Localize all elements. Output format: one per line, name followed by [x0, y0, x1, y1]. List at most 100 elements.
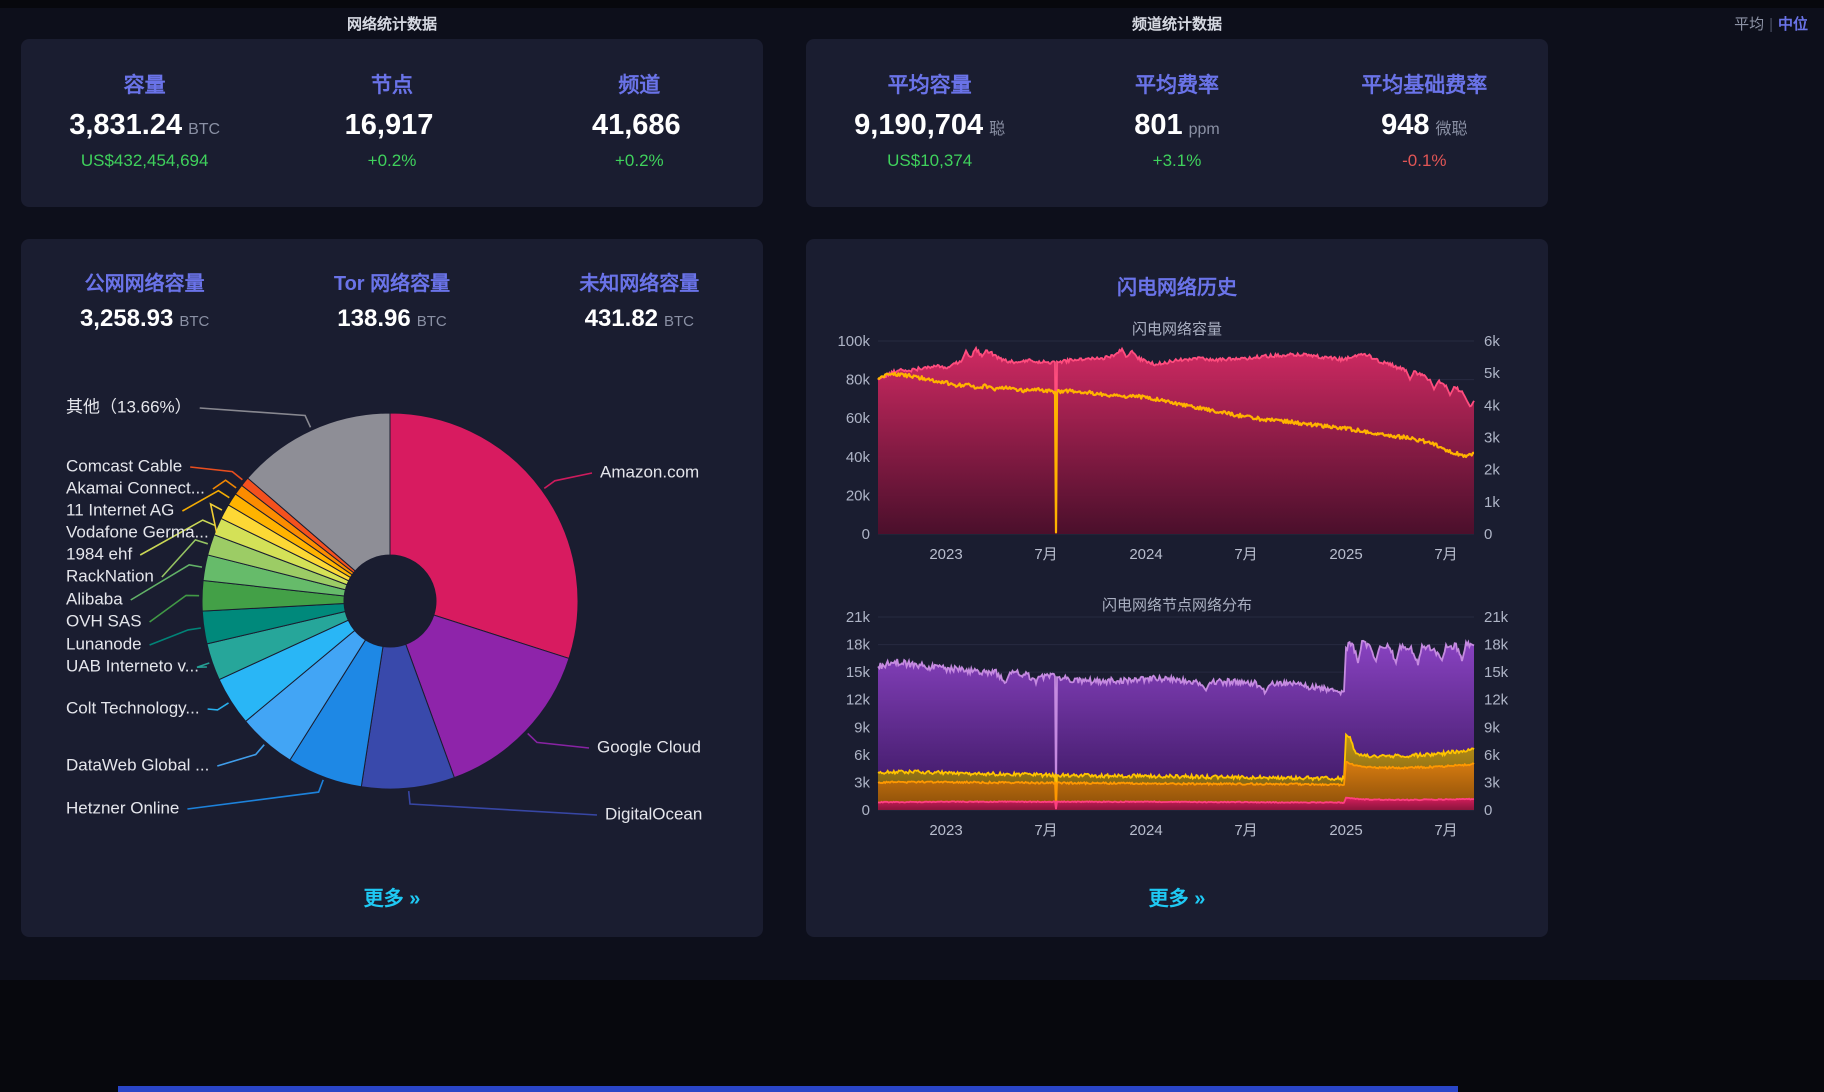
x-axis-label: 2023: [929, 546, 962, 563]
stat-channels-sub: +0.2%: [614, 151, 664, 170]
pie-label-connector-12: [209, 502, 223, 534]
y-axis-left-label: 18k: [846, 637, 871, 654]
stat-nodes: 节点 16,917 +0.2%: [268, 39, 515, 171]
pie-label-connector-3: [187, 779, 324, 810]
node-network-distribution-chart: 0 3k 6k 9k 12k 15k 18k 21k 0 3k 6k 9k 12k 15k 18k 21k 20…: [846, 611, 1509, 839]
y-axis-left-label: 21k: [846, 611, 871, 626]
more-link-history[interactable]: 更多 »: [1148, 888, 1206, 910]
stat-avg-capacity-sub: US$10,374: [887, 151, 973, 170]
stat-channels-value: 41,686: [591, 109, 681, 141]
series-area-edge-1: [877, 732, 1475, 808]
pie-label-12: Vodafone Germa...: [66, 522, 209, 541]
y-axis-right-label: 21k: [1484, 611, 1509, 626]
stat-channels: 频道 41,686 +0.2%: [516, 39, 763, 171]
node-isp-card: 公网网络容量 3,258.93 BTC Tor 网络容量 138.96 BTC 未知…: [21, 239, 763, 937]
stat-avg-feerate-value: 801 ppm: [1134, 109, 1220, 141]
pie-label-10: RackNation: [66, 566, 154, 585]
pie-label-13: 11 Internet AG: [66, 500, 174, 519]
x-axis-label: 7月: [1434, 822, 1457, 839]
capacity-history-chart: 0 20k 40k 60k 80k 100k 0 1k 2k 3k 4k 5k 6k 2023 7月 2024…: [837, 335, 1500, 563]
series-area-edge-3: [877, 796, 1475, 810]
x-axis-label: 7月: [1034, 546, 1057, 563]
y-axis-left-label: 0: [862, 802, 870, 819]
stat-nodes-sub: +0.2%: [367, 151, 417, 170]
pie-label-connector-6: [196, 662, 210, 668]
y-axis-right-label: 0: [1484, 802, 1492, 819]
stat-capacity-unit: BTC: [188, 121, 221, 138]
pie-label-7: Lunanode: [66, 634, 142, 653]
channel-stats-row: 平均容量 9,190,704 聪 US$10,374 平均费率 801 ppm +3…: [806, 39, 1548, 171]
x-axis-label: 2024: [1129, 546, 1162, 563]
y-axis-right-label: 2k: [1484, 462, 1500, 479]
y-axis-left-label: 6k: [854, 747, 870, 764]
pie-label-connector-2: [407, 791, 598, 816]
toggle-average[interactable]: 平均: [1734, 16, 1765, 33]
average-median-toggle: 平均 | 中位: [1734, 13, 1808, 34]
y-axis-left-label: 9k: [854, 719, 870, 736]
pie-label-14: Akamai Connect...: [66, 478, 205, 497]
y-axis-right-label: 5k: [1484, 365, 1500, 382]
stat-capacity-value: 3,831.24 BTC: [69, 109, 221, 141]
pie-label-connector-8: [149, 594, 200, 623]
y-axis-left-label: 40k: [846, 449, 871, 466]
pie-label-connector-13: [182, 489, 230, 512]
stat-avg-feerate-label: 平均费率: [1134, 74, 1219, 97]
stat-capacity-label: 容量: [123, 74, 166, 97]
pie-label-connector-15: [190, 466, 243, 481]
pie-slice-16[interactable]: [247, 412, 391, 572]
series-area-edge-0: [877, 345, 1475, 525]
pie-slice-1[interactable]: [405, 614, 570, 779]
network-stats-row: 容量 3,831.24 BTC US$432,454,694 节点 16,917 …: [21, 39, 763, 171]
pie-label-connector-1: [527, 732, 590, 749]
stat-capacity-sub: US$432,454,694: [80, 151, 209, 170]
stat-channels-label: 频道: [618, 74, 661, 97]
more-link-isp[interactable]: 更多 »: [363, 888, 421, 910]
pie-label-16: 其他（13.66%）: [66, 397, 192, 416]
y-axis-right-label: 0: [1484, 526, 1492, 543]
series-area-edge-0: [877, 638, 1475, 803]
pie-label-connector-10: [161, 538, 209, 578]
y-axis-right-label: 9k: [1484, 719, 1500, 736]
y-axis-right-label: 6k: [1484, 335, 1500, 350]
stat-avg-basefee-label: 平均基础费率: [1361, 74, 1488, 97]
lightning-history-title: 闪电网络历史: [1117, 277, 1237, 299]
pie-label-3: Hetzner Online: [66, 798, 179, 817]
y-axis-right-label: 1k: [1484, 494, 1500, 511]
y-axis-left-label: 20k: [846, 487, 871, 504]
stat-avg-basefee-sub: -0.1%: [1402, 151, 1447, 170]
stat-unknown-capacity: 未知网络容量 431.82 BTC: [516, 267, 763, 333]
y-axis-left-label: 12k: [846, 692, 871, 709]
series-area-edge-2: [877, 760, 1475, 809]
isp-donut-chart-svg: Amazon.com Google Cloud DigitalOcean Hetzne…: [66, 397, 702, 823]
pie-slice-0[interactable]: [389, 412, 579, 660]
pie-label-5: Colt Technology...: [66, 698, 200, 717]
series-line-1: [877, 371, 1474, 534]
toggle-median[interactable]: 中位: [1777, 16, 1808, 33]
stat-avg-capacity-value: 9,190,704 聪: [854, 109, 1006, 141]
stat-clearnet-capacity-label: 公网网络容量: [84, 273, 205, 295]
stat-avg-capacity-label: 平均容量: [887, 74, 972, 97]
series-area-0: [878, 640, 1474, 810]
x-axis-label: 7月: [1434, 546, 1457, 563]
y-axis-right-label: 4k: [1484, 397, 1500, 414]
y-axis-right-label: 3k: [1484, 430, 1500, 447]
pie-label-2: DigitalOcean: [605, 804, 702, 823]
pie-label-6: UAB Interneto v...: [66, 656, 199, 675]
y-axis-right-label: 3k: [1484, 774, 1500, 791]
network-stats-section-title: 网络统计数据: [346, 16, 437, 33]
channel-stats-section-title: 频道统计数据: [1131, 16, 1222, 33]
pie-label-connector-9: [130, 563, 203, 601]
stat-nodes-value: 16,917: [344, 109, 434, 141]
stat-tor-capacity-label: Tor 网络容量: [333, 273, 451, 295]
capacity-chart-subtitle: 闪电网络容量: [1131, 321, 1222, 338]
x-axis-label: 2024: [1129, 822, 1162, 839]
network-stats-card: 容量 3,831.24 BTC US$432,454,694 节点 16,917 …: [21, 39, 763, 207]
stat-capacity: 容量 3,831.24 BTC US$432,454,694: [21, 39, 268, 171]
y-axis-left-label: 15k: [846, 664, 871, 681]
pie-label-15: Comcast Cable: [66, 456, 182, 475]
stat-nodes-label: 节点: [370, 74, 413, 97]
x-axis-label: 2023: [929, 822, 962, 839]
node-distribution-chart-subtitle: 闪电网络节点网络分布: [1101, 597, 1252, 614]
lightning-history-card: 闪电网络历史 闪电网络容量 0 20k 40k 60k 80k 100k 0 1k 2k 3k 4k…: [806, 239, 1548, 937]
stat-avg-feerate: 平均费率 801 ppm +3.1%: [1053, 39, 1300, 171]
